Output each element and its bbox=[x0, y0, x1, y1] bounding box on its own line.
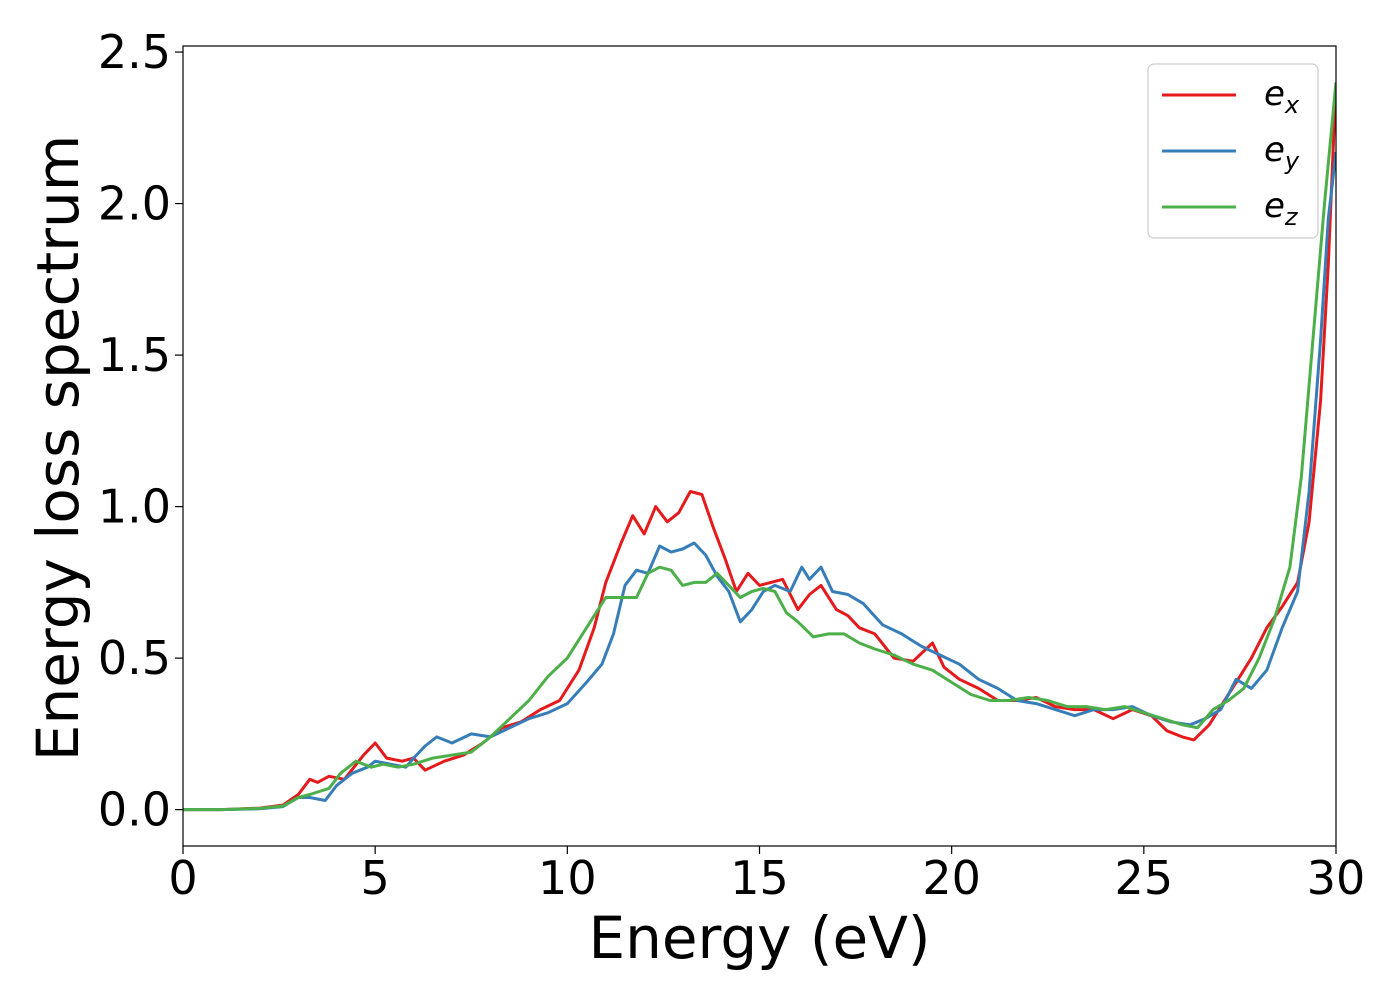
x-tick-label: 10 bbox=[538, 851, 597, 905]
y-tick-label: 1.0 bbox=[98, 480, 171, 534]
series-line-ex bbox=[183, 82, 1336, 812]
y-axis-title: Energy loss spectrum bbox=[24, 135, 92, 761]
y-axis-ticks: 0.0 0.5 1.0 1.5 2.0 2.5 bbox=[98, 25, 183, 837]
x-tick-label: 0 bbox=[168, 851, 197, 905]
x-axis-title: Energy (eV) bbox=[588, 904, 930, 972]
x-axis-ticks: 0 5 10 15 20 25 30 bbox=[168, 846, 1365, 905]
x-tick-label: 15 bbox=[730, 851, 789, 905]
legend: ex ey ez bbox=[1147, 63, 1319, 239]
legend-label-ey: ey bbox=[1264, 130, 1300, 175]
series-line-ez bbox=[183, 82, 1336, 812]
y-tick-label: 0.5 bbox=[98, 631, 171, 685]
x-tick-label: 30 bbox=[1307, 851, 1366, 905]
x-tick-label: 20 bbox=[922, 851, 981, 905]
legend-label-ez: ez bbox=[1264, 186, 1299, 231]
legend-label-ex: ex bbox=[1264, 74, 1300, 119]
y-tick-label: 2.0 bbox=[98, 177, 171, 231]
x-tick-label: 25 bbox=[1115, 851, 1174, 905]
y-tick-label: 2.5 bbox=[98, 25, 171, 79]
y-tick-label: 1.5 bbox=[98, 328, 171, 382]
series-layer bbox=[183, 82, 1336, 812]
y-tick-label: 0.0 bbox=[98, 783, 171, 837]
x-tick-label: 5 bbox=[361, 851, 390, 905]
